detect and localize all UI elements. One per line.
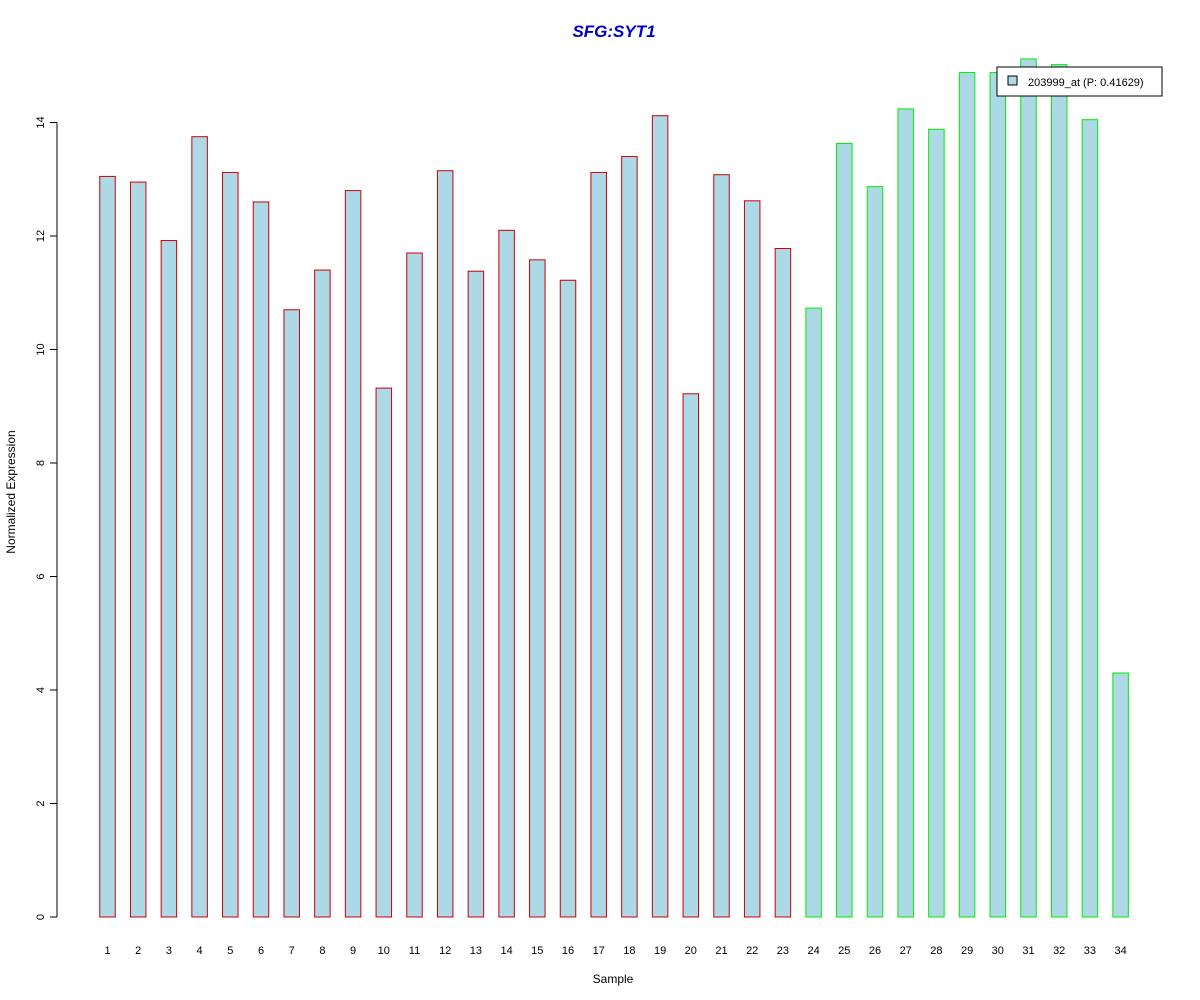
- legend-swatch: [1007, 75, 1018, 86]
- x-tick-label: 15: [531, 945, 543, 957]
- bar-sample-3: [160, 240, 178, 918]
- bar-sample-33: [1081, 119, 1099, 918]
- bar-sample-6: [252, 201, 270, 918]
- y-tick-label: 10: [35, 343, 47, 355]
- bar-sample-14: [498, 229, 515, 918]
- x-tick-label: 11: [409, 945, 420, 957]
- x-tick-label: 18: [623, 945, 635, 957]
- x-tick-label: 26: [869, 945, 881, 957]
- legend-label: 203999_at (P: 0.41629): [1028, 77, 1144, 89]
- legend-box: [996, 66, 1163, 97]
- bar-sample-11: [406, 252, 423, 918]
- bar-sample-31: [1020, 58, 1037, 918]
- bar-sample-13: [467, 270, 485, 918]
- x-tick-label: 30: [992, 945, 1004, 957]
- bars: [99, 58, 1129, 918]
- bar-sample-29: [958, 72, 976, 918]
- y-tick-label: 4: [35, 687, 47, 693]
- x-tick-label: 1: [104, 945, 110, 957]
- x-tick-label: 16: [562, 945, 574, 957]
- x-tick-labels: 1 2 3 4 5 6 7 8 9 10 11 12 13 14 15 16 17 18 19 20 21 22 23 24 2…: [104, 945, 1126, 957]
- x-tick-label: 19: [654, 945, 666, 957]
- bar-sample-22: [743, 200, 761, 918]
- bar-sample-28: [928, 128, 945, 918]
- bar-sample-7: [283, 309, 300, 918]
- bar-sample-2: [129, 181, 147, 918]
- bar-sample-16: [559, 279, 577, 918]
- bar-sample-15: [529, 259, 546, 918]
- x-tick-label: 33: [1084, 945, 1096, 957]
- bar-sample-12: [436, 170, 454, 918]
- x-tick-label: 14: [500, 945, 512, 957]
- y-tick-label: 0: [35, 914, 47, 920]
- bar-sample-23: [774, 247, 792, 918]
- x-tick-label: 27: [900, 945, 912, 957]
- y-axis-label: Normalized Expression: [4, 430, 18, 553]
- y-tick-label: 6: [35, 573, 47, 579]
- x-tick-label: 20: [685, 945, 697, 957]
- x-tick-label: 12: [439, 945, 451, 957]
- y-tick-label: 8: [35, 460, 47, 466]
- bar-sample-21: [713, 174, 730, 918]
- bar-sample-10: [375, 387, 393, 918]
- x-tick-label: 3: [166, 945, 172, 957]
- x-tick-label: 34: [1114, 945, 1126, 957]
- bar-sample-34: [1112, 672, 1129, 918]
- x-tick-label: 25: [838, 945, 850, 957]
- x-tick-label: 22: [746, 945, 758, 957]
- y-tick-label: 2: [35, 800, 47, 806]
- bar-sample-27: [897, 108, 914, 918]
- bar-sample-32: [1050, 64, 1068, 918]
- chart-title: SFG:SYT1: [572, 22, 655, 41]
- bar-sample-19: [651, 115, 669, 918]
- bar-sample-4: [191, 136, 208, 918]
- bar-sample-5: [222, 171, 239, 918]
- x-tick-label: 5: [227, 945, 233, 957]
- x-tick-label: 6: [258, 945, 264, 957]
- x-tick-label: 4: [197, 945, 203, 957]
- x-tick-label: 8: [319, 945, 325, 957]
- bar-sample-8: [314, 269, 331, 918]
- bar-sample-26: [866, 186, 884, 918]
- bar-sample-9: [344, 190, 362, 918]
- x-tick-label: 24: [807, 945, 819, 957]
- x-axis-label: Sample: [593, 972, 634, 986]
- x-tick-label: 28: [930, 945, 942, 957]
- bar-sample-24: [805, 307, 822, 918]
- y-axis: 0 2 4 6 8 10 12 14: [35, 116, 58, 920]
- x-tick-label: 9: [350, 945, 356, 957]
- x-tick-label: 13: [470, 945, 482, 957]
- x-tick-label: 21: [715, 945, 727, 957]
- x-tick-label: 23: [777, 945, 789, 957]
- x-tick-label: 32: [1053, 945, 1065, 957]
- bar-sample-30: [989, 72, 1007, 918]
- y-tick-label: 12: [35, 230, 47, 242]
- x-tick-label: 31: [1022, 945, 1034, 957]
- bar-sample-25: [836, 142, 853, 918]
- x-tick-label: 17: [593, 945, 605, 957]
- x-tick-label: 10: [378, 945, 390, 957]
- bar-sample-18: [621, 156, 638, 918]
- bar-sample-20: [682, 393, 700, 918]
- legend: 203999_at (P: 0.41629): [996, 66, 1163, 97]
- bar-sample-17: [590, 171, 607, 918]
- x-tick-label: 29: [961, 945, 973, 957]
- y-tick-label: 14: [35, 116, 47, 128]
- x-tick-label: 2: [135, 945, 141, 957]
- x-tick-label: 7: [289, 945, 295, 957]
- bar-sample-1: [99, 175, 116, 918]
